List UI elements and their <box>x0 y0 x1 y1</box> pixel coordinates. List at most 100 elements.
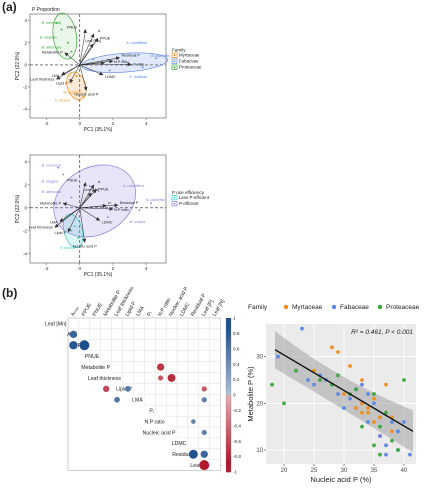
colorbar-segment <box>226 375 231 380</box>
pca-top-sample-point <box>78 90 81 93</box>
pca-bottom-sample-point <box>77 236 79 239</box>
scatter-legend-label: Fabaceae <box>340 304 369 311</box>
colorbar-segment <box>226 398 231 403</box>
corr-circle <box>79 340 90 351</box>
pca-bottom-variable-label: LMA <box>50 221 58 225</box>
pca-bottom-sample-point <box>88 185 91 187</box>
pca-top-loading-arrow <box>69 64 80 84</box>
pca-top-variable-label: PNUE <box>67 25 78 29</box>
pca-bottom-species-label: A. rostellifera <box>122 184 144 188</box>
scatter-xtick-label: 25 <box>311 468 318 474</box>
pca-top-ytick-label: -2 <box>23 85 27 90</box>
pca-bottom-species-label: M. scabra <box>130 220 146 224</box>
scatter-legend-title: Family <box>248 304 268 311</box>
pca-top-species-label: B. attenuata <box>42 45 61 49</box>
pca-top-legend-dot <box>173 66 176 69</box>
pca-bottom-loading-arrow <box>79 207 87 243</box>
colorbar-segment <box>226 379 231 384</box>
pca-bottom-ytick-label: 4 <box>24 159 27 164</box>
pca-top-xtick-label: 2 <box>112 121 115 126</box>
pca-bottom-variable-label: A <box>98 180 101 184</box>
colorbar-segment <box>226 368 231 373</box>
pca-top-loading-arrow <box>79 43 94 66</box>
pca-bottom-sample-point <box>138 209 141 212</box>
pca-bottom-loading-arrow <box>62 202 80 209</box>
scatter-point-fabaceae <box>306 378 310 382</box>
pca-top-legend-label: Myrtaceae <box>179 52 200 57</box>
pca-bottom-sample-point <box>70 196 73 199</box>
pca-bottom-loading-arrow <box>79 207 101 221</box>
pca-bottom-xtick-label: 2 <box>112 266 115 271</box>
pca-bottom-loading-arrow <box>79 203 119 209</box>
colorbar-segment <box>226 364 231 369</box>
corr-row-label: N:P ratio <box>145 419 165 425</box>
colorbar-segment <box>226 433 231 438</box>
pca-bottom-variable-label: PNUE <box>67 179 78 183</box>
pca-bottom-sample-point <box>150 202 152 205</box>
colorbar-segment <box>226 448 231 454</box>
pca-top-species-label: B. menziesii <box>42 21 62 25</box>
pca-bottom-xtick-label: 4 <box>145 266 148 271</box>
colorbar-tick-label: -0.8 <box>233 454 241 459</box>
pca-top-sample-point <box>155 57 157 60</box>
corr-row-label: Leaf [Mn] <box>45 321 67 327</box>
pca-bottom-ytick-label: -2 <box>23 228 27 233</box>
colorbar-segment <box>226 406 231 411</box>
scatter-point-myrtaceae <box>342 392 346 396</box>
pca-bottom-variable-label: PPUE <box>98 187 109 191</box>
pca-bottom-legend-dot <box>173 202 176 205</box>
confidence-band <box>275 331 413 453</box>
colorbar-tick-label: 1 <box>233 316 236 321</box>
pca-top-loading-arrow <box>64 52 80 66</box>
pca-top-sample-point <box>108 69 111 72</box>
pca-top-legend-dot <box>173 54 176 57</box>
corr-row-label: LMA <box>132 398 143 404</box>
pca-bottom-ytick-label: -4 <box>23 251 27 256</box>
pca-top-sample-point <box>70 50 73 53</box>
colorbar-segment <box>226 395 231 400</box>
pca-bottom-variable-label: Leaf thickness <box>29 225 53 229</box>
pca-bottom-variable-label: Pᵢ <box>108 202 112 206</box>
scatter-point-myrtaceae <box>366 406 370 410</box>
pca-bottom-sample-point <box>120 202 123 205</box>
pca-top-variable-label: Metabolite P <box>42 51 64 55</box>
corr-col-label: Leaf [N] <box>212 298 227 317</box>
pca-bottom-loading-arrow <box>79 182 87 208</box>
pca-top-ytick-label: 0 <box>24 62 27 67</box>
pca-bottom-variable-label: N:P ratio <box>114 208 129 212</box>
colorbar-segment <box>226 437 231 442</box>
pca-bottom-ytick-label: 2 <box>24 182 27 187</box>
scatter-point-fabaceae <box>336 392 340 396</box>
pca-top-loading-arrow <box>79 33 95 66</box>
pca-top-loading-arrow <box>79 28 87 65</box>
pca-bottom-legend-label: Less P-efficient <box>179 195 210 200</box>
pca-bottom-sample-point <box>70 229 73 232</box>
corr-circle <box>200 450 208 458</box>
colorbar-segment <box>226 329 231 334</box>
scatter-point-fabaceae <box>390 420 394 424</box>
colorbar-segment <box>226 402 231 407</box>
pca-bottom-legend-dot <box>173 196 176 199</box>
pca-bottom-loading-arrow <box>79 192 92 209</box>
pca-top-plot: -2 0 2 4 4 2 0 -2 -4 PC1 (35.1%) PC2 (22.9%) P Prop… <box>15 7 202 133</box>
colorbar-segment <box>226 348 231 353</box>
corr-col-label: Aₘₐₓ <box>70 305 81 317</box>
corr-circle <box>199 460 210 471</box>
pca-bottom-species-label: B. pulchella <box>146 198 165 202</box>
colorbar-segment <box>226 371 231 377</box>
scatter-xtick-label: 20 <box>281 468 288 474</box>
colorbar-segment <box>226 383 231 388</box>
corr-col-label: LMA <box>135 305 146 318</box>
corr-row-label: LDMC <box>172 441 187 447</box>
pca-top-loading-arrow <box>79 64 104 76</box>
corr-grid-cell <box>209 459 221 471</box>
pca-top-variable-label: LDMC <box>105 75 116 79</box>
pca-top-legend-label: Proteaceae <box>179 64 202 69</box>
pca-bottom-sample-point <box>57 166 60 169</box>
colorbar-tick-label: 0.4 <box>233 362 240 367</box>
pca-bottom-xtick-label: 0 <box>78 266 81 271</box>
pca-bottom-species-label: B. elegans <box>42 180 59 184</box>
pca-top-ylabel: PC2 (22.9%) <box>15 51 21 80</box>
pca-top-sample-point <box>92 58 94 61</box>
